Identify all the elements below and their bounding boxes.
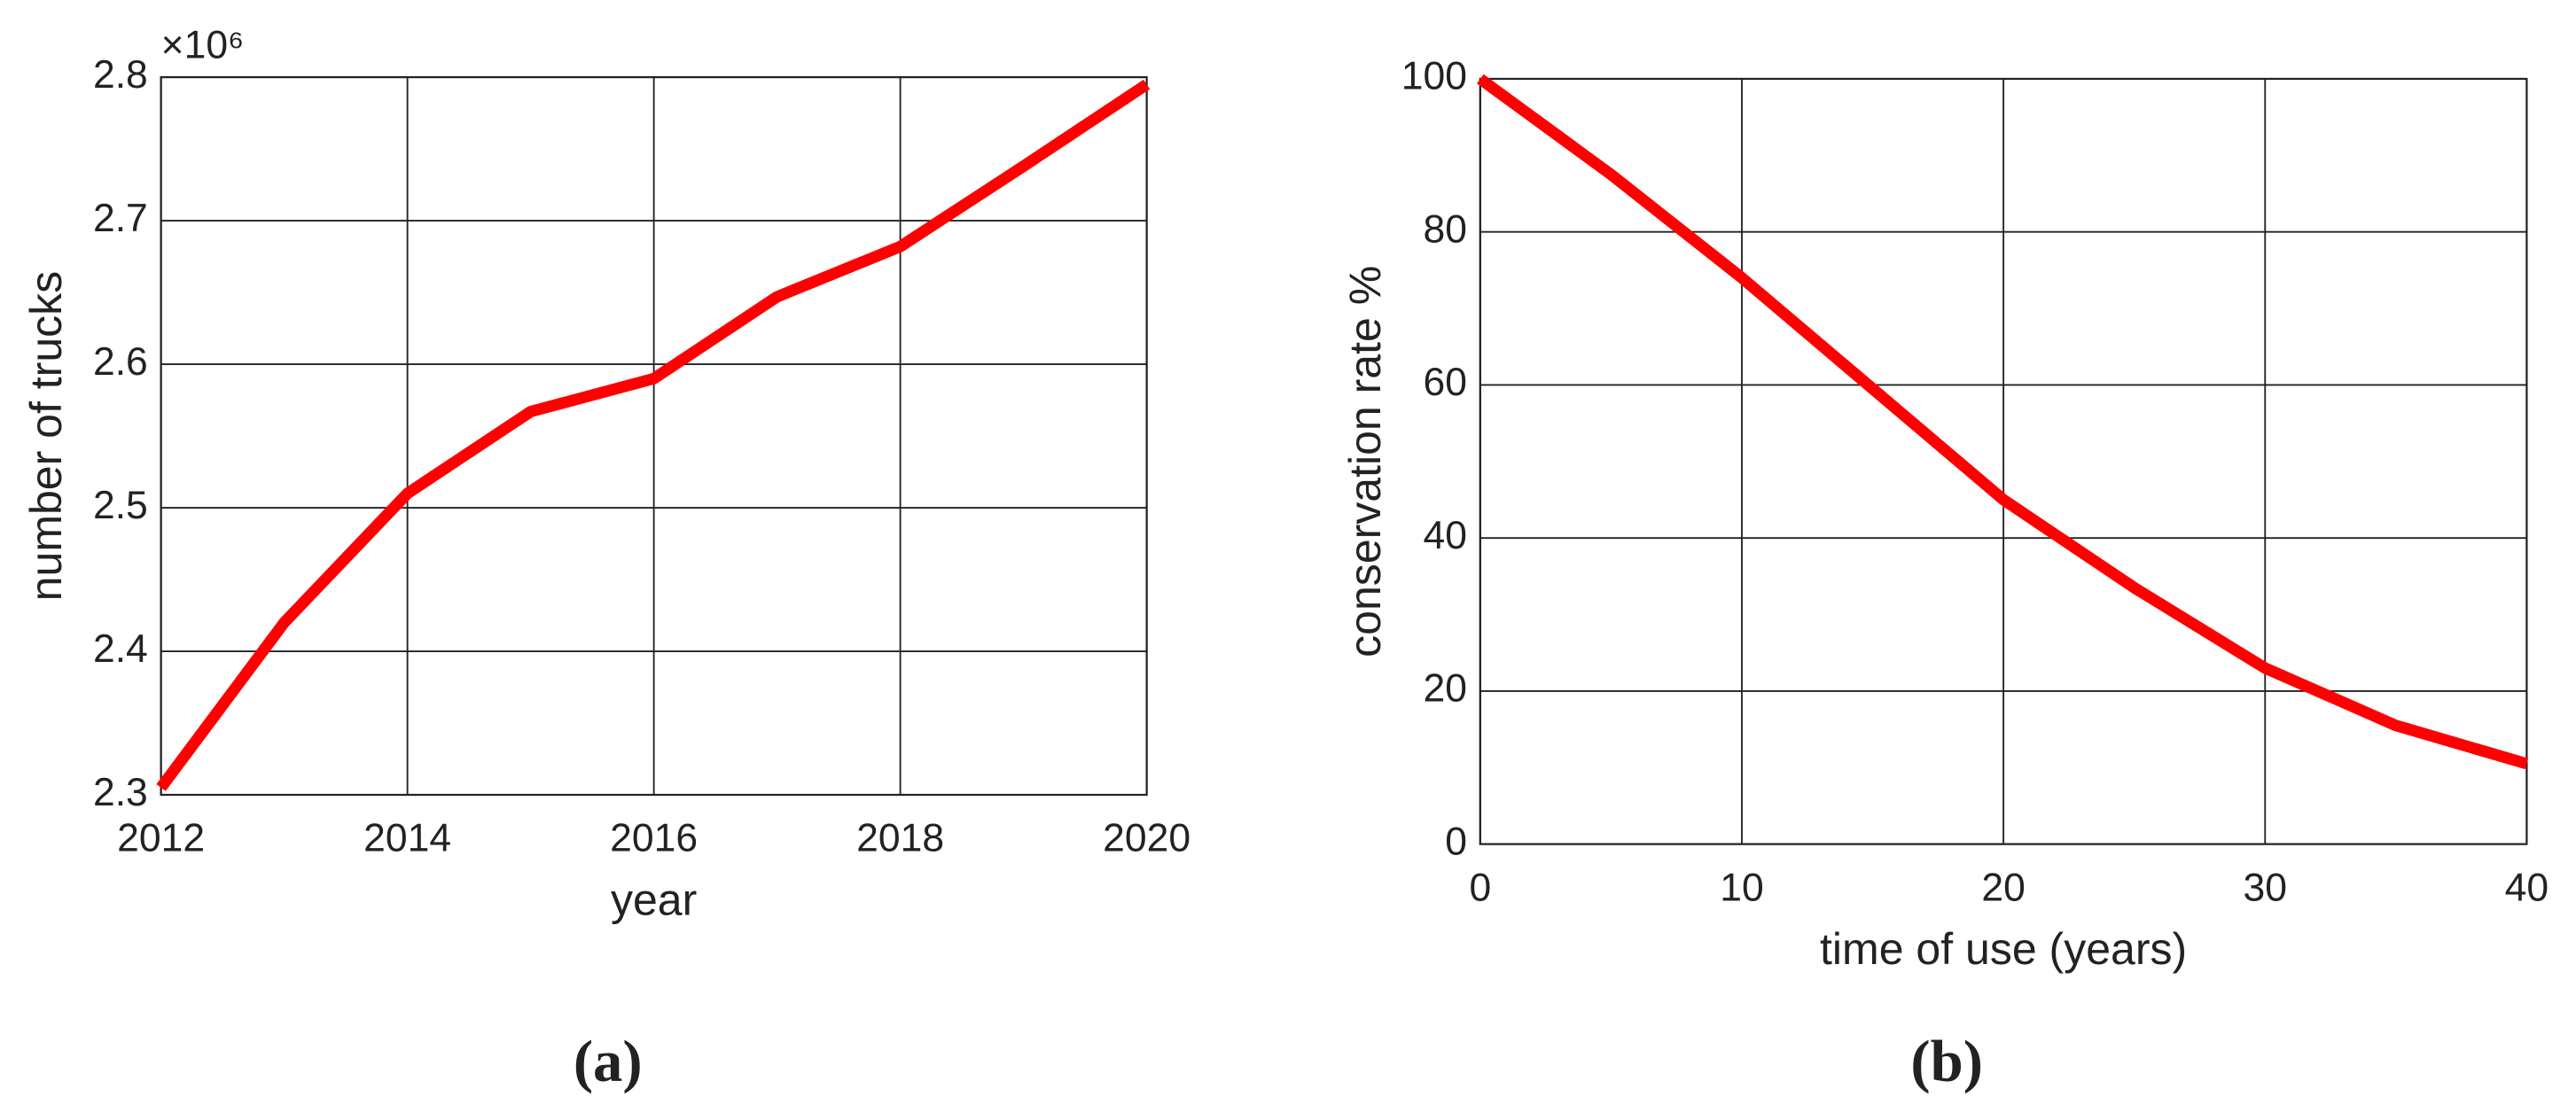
y-tick-label: 2.5	[93, 484, 148, 527]
x-tick-label: 2014	[363, 817, 451, 860]
y-tick-label: 100	[1401, 55, 1467, 98]
y-axis-label: conservation rate %	[1340, 266, 1390, 657]
x-tick-label: 10	[1720, 866, 1763, 909]
y-tick-label: 60	[1424, 361, 1467, 404]
x-axis-label: time of use (years)	[1820, 924, 2187, 974]
y-tick-label: 2.3	[93, 771, 148, 814]
x-tick-label: 2016	[610, 817, 698, 860]
y-tick-label: 80	[1424, 207, 1467, 251]
panel-label: (b)	[1910, 1030, 1983, 1094]
panel-label: (a)	[574, 1030, 643, 1094]
y-tick-label: 0	[1445, 820, 1467, 863]
x-tick-label: 2020	[1103, 817, 1190, 860]
x-axis-label: year	[611, 875, 697, 925]
y-tick-label: 2.4	[93, 627, 148, 671]
x-tick-label: 40	[2505, 866, 2549, 909]
y-axis-label: number of trucks	[21, 271, 71, 601]
y-tick-label: 2.6	[93, 340, 148, 384]
x-tick-label: 2012	[117, 817, 205, 860]
y-tick-label: 20	[1424, 667, 1467, 711]
x-tick-label: 2018	[856, 817, 944, 860]
data-line	[1477, 74, 2529, 770]
x-tick-label: 0	[1469, 866, 1491, 909]
y-tick-label: 2.8	[93, 53, 148, 97]
data-line	[156, 79, 1151, 791]
axis-exponent: ×10⁶	[161, 24, 245, 67]
y-tick-label: 2.7	[93, 197, 148, 240]
x-tick-label: 30	[2244, 866, 2287, 909]
y-tick-label: 40	[1424, 514, 1467, 557]
x-tick-label: 20	[1981, 866, 2025, 909]
